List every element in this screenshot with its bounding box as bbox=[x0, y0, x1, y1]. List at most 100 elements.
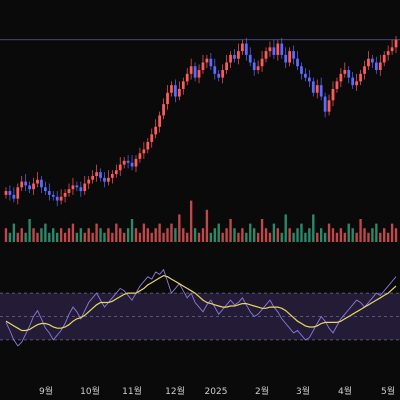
volume-bar bbox=[343, 232, 346, 242]
volume-bar bbox=[63, 232, 67, 242]
oscillator-line bbox=[5, 268, 397, 347]
volume-bar bbox=[138, 232, 142, 242]
x-axis: 9월 10월 11월 12월 2025 2월 3월 4월 5월 bbox=[39, 385, 395, 397]
candle bbox=[284, 47, 288, 69]
volume-panel bbox=[4, 200, 398, 242]
volume-bar bbox=[12, 223, 16, 242]
x-tick-label: 2월 bbox=[255, 385, 269, 397]
volume-bar bbox=[288, 228, 291, 242]
volume-bar bbox=[233, 228, 236, 242]
volume-bar bbox=[115, 223, 118, 242]
x-tick-label: 2025 bbox=[205, 387, 228, 397]
candle bbox=[47, 183, 51, 201]
volume-bar bbox=[166, 228, 169, 242]
volume-bar bbox=[170, 223, 173, 242]
volume-bar bbox=[44, 223, 47, 242]
candle bbox=[181, 77, 185, 95]
volume-bar bbox=[83, 232, 86, 242]
candle bbox=[103, 172, 106, 188]
volume-bar bbox=[347, 223, 350, 242]
candle bbox=[67, 183, 71, 197]
volume-bar bbox=[292, 232, 295, 242]
candle bbox=[311, 77, 315, 97]
volume-bar bbox=[79, 228, 83, 242]
candle bbox=[146, 138, 150, 154]
volume-bar bbox=[48, 232, 51, 242]
candle bbox=[142, 141, 146, 159]
volume-bar bbox=[260, 219, 264, 242]
candle bbox=[83, 175, 87, 195]
candle bbox=[185, 68, 189, 86]
volume-bar bbox=[221, 232, 224, 242]
candle bbox=[189, 58, 193, 80]
candle bbox=[197, 64, 201, 84]
volume-bar bbox=[59, 228, 63, 242]
candle bbox=[367, 51, 370, 71]
volume-bar bbox=[213, 228, 216, 242]
candle bbox=[107, 170, 110, 186]
candle bbox=[323, 92, 327, 118]
candle bbox=[217, 70, 221, 82]
volume-bar bbox=[182, 228, 185, 242]
x-tick-label: 9월 bbox=[39, 385, 53, 397]
volume-bar bbox=[367, 232, 370, 242]
candle bbox=[114, 164, 118, 178]
candle bbox=[162, 98, 165, 120]
oscillator-panel bbox=[0, 268, 400, 347]
volume-bar bbox=[134, 228, 138, 242]
signal-line bbox=[5, 274, 397, 332]
candle bbox=[51, 191, 55, 201]
volume-bar bbox=[249, 223, 252, 242]
candle bbox=[280, 37, 284, 59]
volume-bar bbox=[95, 223, 98, 242]
volume-bar bbox=[158, 223, 161, 242]
candle bbox=[110, 170, 114, 184]
volume-bar bbox=[355, 232, 358, 242]
volume-bar bbox=[130, 219, 134, 242]
candle bbox=[237, 43, 240, 65]
volume-bar bbox=[284, 214, 287, 242]
volume-bar bbox=[312, 214, 315, 242]
candle bbox=[378, 54, 382, 76]
volume-bar bbox=[56, 232, 59, 242]
candle bbox=[16, 183, 20, 205]
candle bbox=[4, 187, 8, 199]
candle bbox=[304, 68, 307, 82]
candle bbox=[229, 51, 232, 69]
volume-bar bbox=[40, 228, 43, 242]
candle bbox=[32, 177, 35, 195]
volume-bar bbox=[272, 223, 276, 242]
candle bbox=[240, 39, 244, 55]
candle bbox=[339, 68, 343, 88]
volume-bar bbox=[67, 228, 71, 242]
volume-bar bbox=[304, 232, 307, 242]
candle bbox=[221, 64, 225, 84]
candle bbox=[374, 56, 378, 74]
candle bbox=[371, 54, 374, 69]
candle bbox=[296, 51, 299, 71]
candle bbox=[158, 111, 162, 133]
candle bbox=[213, 58, 217, 80]
candle bbox=[351, 71, 355, 89]
volume-bar bbox=[52, 228, 55, 242]
candle bbox=[134, 155, 138, 173]
candle bbox=[359, 70, 362, 86]
candle bbox=[225, 54, 228, 74]
candle bbox=[288, 47, 292, 67]
volume-bar bbox=[245, 232, 248, 242]
x-tick-label: 11월 bbox=[122, 385, 142, 397]
candle bbox=[386, 45, 390, 61]
candle bbox=[166, 85, 169, 110]
candle bbox=[130, 155, 134, 171]
candle bbox=[276, 39, 280, 61]
volume-bar bbox=[335, 232, 339, 242]
volume-bar bbox=[205, 209, 209, 242]
volume-bar bbox=[217, 223, 220, 242]
volume-bar bbox=[371, 228, 374, 242]
candle bbox=[292, 45, 295, 65]
candle bbox=[363, 60, 366, 80]
volume-bar bbox=[379, 232, 382, 242]
volume-bar bbox=[237, 232, 240, 242]
volume-bar bbox=[383, 228, 386, 242]
